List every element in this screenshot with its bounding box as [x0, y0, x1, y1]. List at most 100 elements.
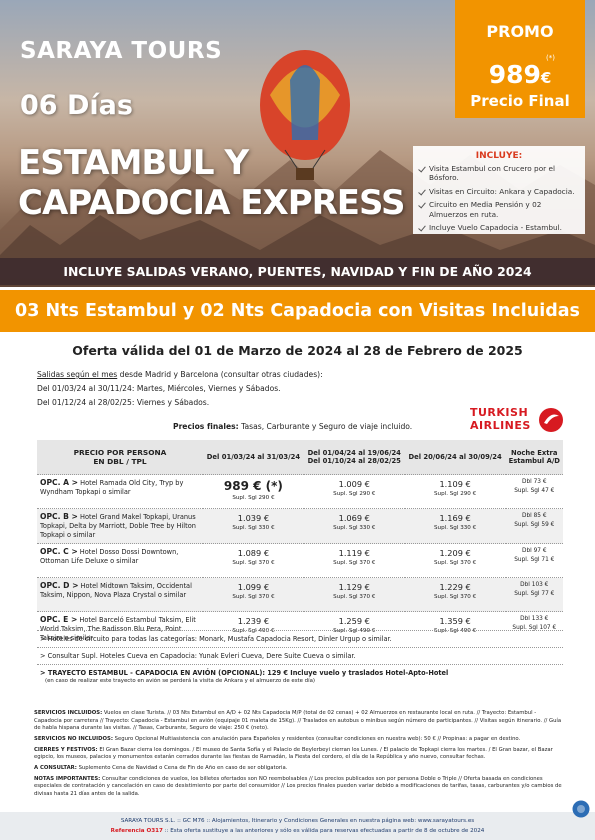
- single-supplement: Supl. Sgl 490 €: [333, 628, 376, 635]
- price-cell: 1.119 € Supl. Sgl 370 €: [303, 543, 405, 578]
- single-supplement: Supl. Sgl 370 €: [333, 594, 376, 601]
- promo-note: (*): [546, 54, 555, 62]
- includes-box: INCLUYE: Visita Estambul con Crucero por…: [413, 146, 585, 234]
- column-header-line: Estambul A/D: [508, 457, 560, 465]
- extra-strong: > TRAYECTO ESTAMBUL - CAPADOCIA EN AVIÓN…: [40, 669, 449, 677]
- note-text: Suplemento Cena de Navidad o Cena de Fin…: [76, 765, 288, 772]
- single-supplement: Supl. Sgl 290 €: [434, 491, 477, 497]
- single-supplement: Supl. Sgl 370 €: [232, 560, 275, 567]
- price-cell: 1.209 € Supl. Sgl 370 €: [404, 543, 506, 578]
- column-header: Del 01/03/24 al 31/03/24: [203, 440, 304, 475]
- single-supplement: Supl. Sgl 370 €: [434, 594, 477, 601]
- note-text: Seguro Opcional Multiasistencia con anul…: [112, 736, 521, 743]
- price: 1.009 €: [338, 479, 370, 489]
- brand: SARAYA TOURS: [20, 38, 223, 64]
- price-cell: 1.069 € Supl. Sgl 330 €: [303, 507, 405, 544]
- note: CIERRES Y FESTIVOS: El Gran Bazar cierra…: [34, 747, 564, 762]
- departures-intro: Salidas según el mes desde Madrid y Barc…: [37, 368, 323, 382]
- airline-logo: TURKISH AIRLINES: [470, 404, 565, 436]
- promo-price: 989: [488, 60, 541, 89]
- price-cell: 989 € (*) Supl. Sgl 290 €: [203, 474, 304, 509]
- price: 1.109 €: [439, 479, 471, 489]
- balloon-basket: [296, 168, 314, 180]
- table-row: OPC. A > Hotel Ramada Old City, Tryp by …: [37, 474, 563, 509]
- banner: INCLUYE SALIDAS VERANO, PUENTES, NAVIDAD…: [0, 258, 595, 285]
- price-cell: 1.129 € Supl. Sgl 370 €: [303, 577, 405, 612]
- single-supplement: Supl. Sgl 290 €: [232, 495, 275, 501]
- extra: > Hoteles de circuito para todas las cat…: [37, 630, 563, 647]
- note-label: CIERRES Y FESTIVOS:: [34, 746, 98, 753]
- price-cell: 1.089 € Supl. Sgl 370 €: [203, 543, 304, 578]
- footer-line: SARAYA TOURS S.L. :: GC M76 :: Alojamien…: [120, 818, 475, 824]
- single-supplement: Supl. Sgl 490 €: [434, 628, 477, 635]
- note: SERVICIOS INCLUIDOS: Vuelos en clase Tur…: [34, 710, 564, 733]
- note-text: El Gran Bazar cierra los domingos. / El …: [34, 746, 553, 761]
- option-label: OPC. C >: [40, 547, 78, 557]
- column-header: Noche Extra Estambul A/D: [505, 440, 563, 475]
- extra-night: Supl. Sgl 107 €: [512, 624, 557, 631]
- column-header-line: Del 01/04/24 al 19/06/24: [307, 449, 401, 457]
- departures-intro-underlined: Salidas según el mes: [37, 370, 118, 379]
- rope: [284, 149, 298, 169]
- note-label: A CONSULTAR:: [34, 765, 77, 772]
- price: 1.069 €: [338, 513, 370, 523]
- extra-night-cell: Dbl 85 € Supl. Sgl 59 €: [505, 507, 563, 544]
- hotel-cell: OPC. B > Hotel Grand Makel Topkapi, Uran…: [37, 507, 203, 544]
- includes-item: Visitas en Circuito: Ankara y Capadocia.: [419, 187, 579, 196]
- note: SERVICIOS NO INCLUIDOS: Seguro Opcional …: [34, 736, 564, 744]
- price-cell: 1.229 € Supl. Sgl 370 €: [404, 577, 506, 612]
- note-label: SERVICIOS INCLUIDOS:: [34, 710, 103, 716]
- option-label: OPC. A >: [40, 478, 79, 487]
- column-header: Del 20/06/24 al 30/09/24: [404, 440, 506, 475]
- price-cell: 1.009 € Supl. Sgl 290 €: [303, 474, 405, 509]
- extra: > TRAYECTO ESTAMBUL - CAPADOCIA EN AVIÓN…: [37, 664, 563, 678]
- hotel-cell: OPC. A > Hotel Ramada Old City, Tryp by …: [37, 474, 203, 509]
- prices-note-label: Precios finales:: [173, 422, 239, 431]
- table-row: OPC. C > Hotel Dosso Dossi Downtown, Ott…: [37, 543, 563, 578]
- option-label: OPC. E >: [40, 615, 78, 625]
- extra-night: Dbl 103 €: [520, 582, 549, 589]
- price: 1.239 €: [237, 616, 270, 627]
- extra-night: Dbl 73 €: [522, 479, 547, 485]
- price-cell: 1.039 € Supl. Sgl 330 €: [203, 507, 304, 544]
- price-table: PRECIO POR PERSONA EN DBL / TPL Del 01/03/…: [37, 440, 563, 647]
- includes-item: Visita Estambul con Crucero por el Bósfo…: [419, 164, 579, 183]
- hotels: Hotel Barceló Estambul Taksim, Elit Worl…: [40, 616, 196, 643]
- price: 1.129 €: [338, 582, 370, 593]
- note-label: SERVICIOS NO INCLUIDOS:: [34, 736, 113, 743]
- prices-note: Precios finales: Tasas, Carburante y Seg…: [173, 422, 412, 431]
- rope: [312, 149, 326, 169]
- column-header-line: PRECIO POR PERSONA: [73, 448, 167, 457]
- option-label: OPC. D >: [40, 581, 79, 591]
- extra-note: (en caso de realizar este trayecto en av…: [45, 678, 315, 684]
- single-supplement: Supl. Sgl 370 €: [333, 560, 376, 567]
- single-supplement: Supl. Sgl 370 €: [232, 594, 275, 601]
- column-header-line: Del 20/06/24 al 30/09/24: [408, 453, 502, 461]
- hotels: Hotel Dosso Dossi Downtown, Ottoman Life…: [40, 548, 179, 566]
- price: 1.229 €: [439, 582, 471, 593]
- extra-night: Supl. Sgl 59 €: [514, 521, 555, 528]
- price: 1.099 €: [237, 582, 270, 593]
- price-cell: 1.169 € Supl. Sgl 330 €: [404, 507, 506, 544]
- duration: 06 Días: [20, 90, 133, 121]
- footer-line: Referencia O317 :: Esta oferta sustituye…: [0, 826, 595, 836]
- table-row: OPC. B > Hotel Grand Makel Topkapi, Uran…: [37, 507, 563, 544]
- price: 1.259 €: [338, 616, 370, 627]
- validity: Oferta válida del 01 de Marzo de 2024 al…: [72, 343, 523, 358]
- departures-line: Del 01/03/24 al 30/11/24: Martes, Miérco…: [37, 384, 281, 393]
- airline-name: TURKISH: [470, 406, 529, 419]
- extra-night-cell: Dbl 103 € Supl. Sgl 77 €: [505, 577, 563, 612]
- single-supplement: Supl. Sgl 330 €: [333, 525, 376, 531]
- price: 1.119 €: [338, 548, 370, 559]
- hotel-cell: OPC. C > Hotel Dosso Dossi Downtown, Ott…: [37, 543, 203, 578]
- hero-image: SARAYA TOURS 06 Días ESTAMBUL Y CAPADOCI…: [0, 0, 595, 287]
- note-text: Consultar condiciones de vuelos, los bil…: [34, 775, 562, 798]
- table-row: OPC. E > Hotel Barceló Estambul Taksim, …: [37, 611, 563, 647]
- subtitle: 03 Nts Estambul y 02 Nts Capadocia con V…: [0, 290, 595, 332]
- prices-note-text: Tasas, Carburante y Seguro de viaje incl…: [238, 422, 413, 431]
- promo-label: PROMO: [486, 22, 554, 41]
- extra-night: Supl. Sgl 47 €: [514, 487, 555, 494]
- hotels: Hotel Grand Makel Topkapi, Uranus Topkap…: [40, 513, 196, 540]
- includes-title: INCLUYE:: [475, 151, 523, 161]
